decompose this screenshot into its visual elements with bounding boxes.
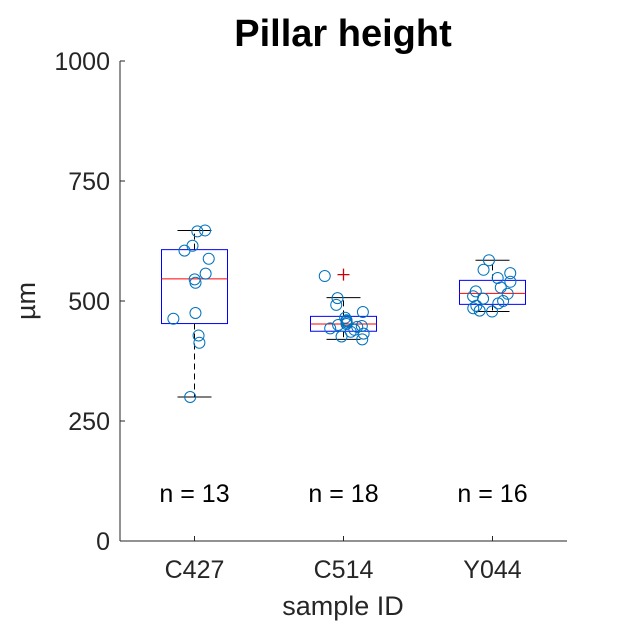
chart-title: Pillar height (234, 13, 452, 55)
y-axis-label: µm (11, 282, 41, 320)
data-point (202, 252, 215, 265)
sample-count-labels: n = 13 n = 18 n = 16 (159, 480, 527, 508)
data-point (324, 322, 337, 335)
data-point (356, 306, 369, 319)
data-point (199, 267, 212, 280)
y-tick-label: 1000 (54, 48, 110, 76)
plot-axes: 0 250 500 750 1000 C427 C514 Y044 (54, 48, 567, 584)
y-tick-label: 0 (96, 528, 110, 556)
data-point (482, 254, 495, 267)
data-point (355, 319, 368, 332)
scatter-points (167, 224, 517, 403)
data-point (191, 225, 204, 238)
n-count-label: n = 16 (457, 480, 527, 508)
data-point (167, 312, 180, 325)
data-point (356, 333, 369, 346)
box-series (161, 229, 526, 398)
data-point (193, 336, 206, 349)
outlier-marker (337, 268, 350, 281)
y-tick-label: 500 (68, 288, 110, 316)
data-point (318, 270, 331, 283)
data-point (494, 281, 507, 294)
n-count-label: n = 18 (308, 480, 378, 508)
data-point (477, 292, 490, 305)
data-point (189, 307, 202, 319)
data-point (199, 224, 212, 237)
data-point (501, 287, 514, 300)
x-tick-label: C514 (314, 556, 374, 584)
x-tick-label: Y044 (463, 556, 521, 584)
data-point (335, 330, 348, 343)
data-point (467, 302, 480, 315)
data-point (192, 329, 205, 342)
data-point (504, 267, 517, 280)
y-tick-label: 750 (68, 168, 110, 196)
iqr-box (161, 249, 228, 325)
data-point (189, 276, 202, 289)
data-point (184, 391, 197, 403)
data-point (344, 325, 357, 338)
data-point (473, 304, 486, 317)
data-point (332, 319, 345, 331)
data-point (357, 327, 370, 340)
data-point (178, 244, 191, 257)
data-point (331, 292, 344, 305)
data-point (486, 305, 499, 318)
data-point (477, 263, 490, 276)
data-point (492, 297, 505, 310)
n-count-label: n = 13 (159, 480, 229, 508)
x-tick-label: C427 (165, 556, 225, 584)
data-point (330, 298, 343, 311)
x-axis-label: sample ID (282, 591, 404, 621)
data-point (504, 275, 517, 288)
y-tick-label: 250 (68, 408, 110, 436)
data-point (351, 320, 364, 333)
